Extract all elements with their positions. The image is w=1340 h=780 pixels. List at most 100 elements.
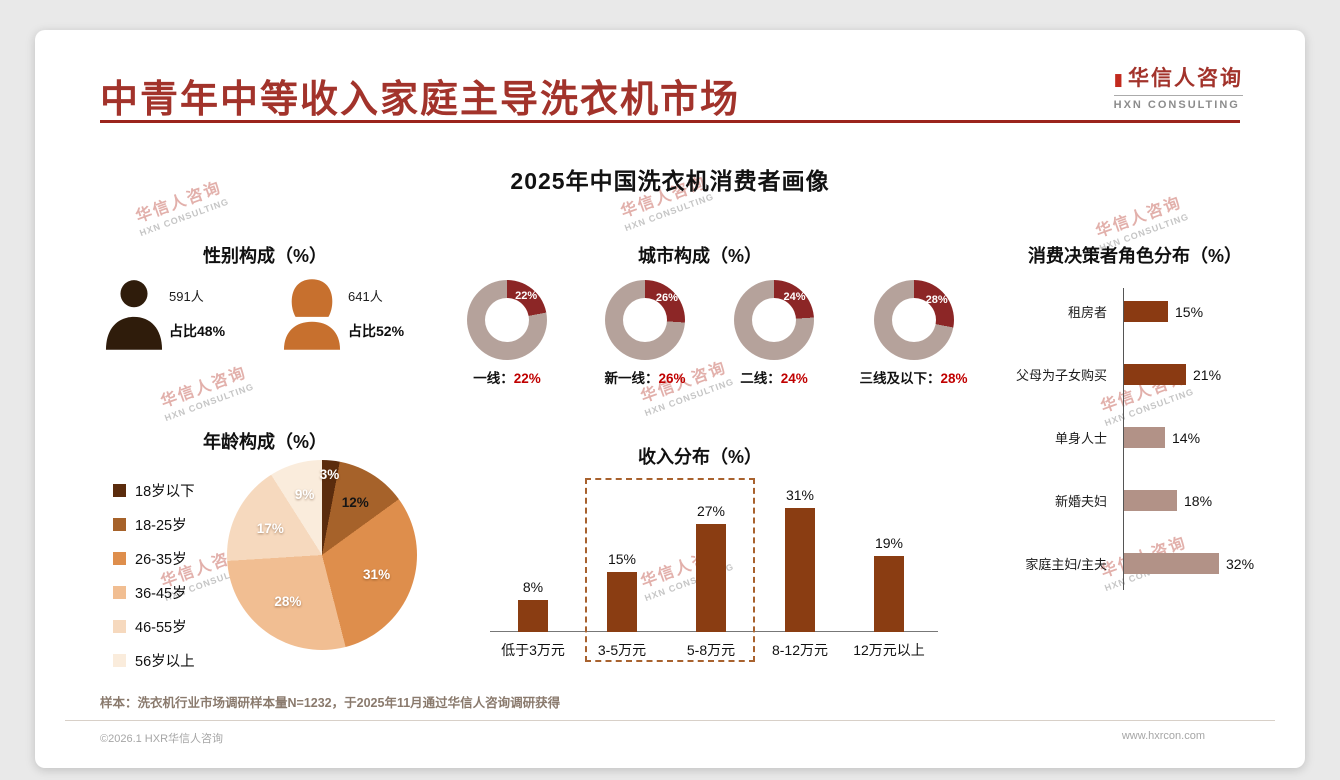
donut-caption: 一线：22% [473, 367, 541, 387]
legend-swatch [113, 484, 126, 497]
role-row: 单身人士 14% [975, 406, 1305, 469]
roles-bar-chart: 租房者 15% 父母为子女购买 21% 单身人士 14% 新婚夫妇 18% 家庭主妇/主夫 32% [975, 280, 1305, 598]
income-value-label: 19% [874, 535, 904, 551]
legend-item: 36-45岁 [113, 582, 195, 603]
legend-item: 18岁以下 [113, 480, 195, 501]
role-row: 父母为子女购买 21% [975, 343, 1305, 406]
role-row: 租房者 15% [975, 280, 1305, 343]
income-bar-group: 19% [854, 535, 924, 632]
legend-swatch [113, 654, 126, 667]
income-value-label: 15% [607, 551, 637, 567]
legend-item: 46-55岁 [113, 616, 195, 637]
slide-card: 华信人咨询 HXN CONSULTING 华信人咨询 HXN CONSULTING 华信… [35, 30, 1305, 768]
pie-slice-label: 28% [274, 593, 302, 609]
legend-swatch [113, 620, 126, 633]
income-bar-group: 15% [587, 551, 657, 632]
donut-ring: 28% [873, 280, 954, 360]
income-value-label: 8% [522, 579, 544, 595]
role-value-label: 32% [1226, 555, 1255, 572]
logo-en-text: HXN CONSULTING [1113, 95, 1243, 111]
donut-caption-value: 22% [513, 371, 541, 386]
income-category-label: 低于3万元 [501, 642, 565, 658]
age-legend: 18岁以下 18-25岁 26-35岁 36-45岁 46-55岁 56岁以上 [113, 480, 195, 684]
donut-caption-label: 三线及以下： [859, 371, 941, 386]
role-label: 新婚夫妇 [1054, 494, 1107, 509]
income-bar [696, 524, 726, 632]
role-bar [1123, 490, 1177, 511]
income-bar [785, 508, 815, 632]
legend-label: 36-45岁 [135, 586, 187, 602]
donut-hole [752, 298, 796, 342]
gender-section-title: 性别构成（%） [202, 246, 327, 266]
role-label: 家庭主妇/主夫 [1025, 557, 1107, 572]
legend-label: 26-35岁 [135, 552, 187, 568]
role-value-label: 15% [1175, 303, 1204, 320]
income-bar-group: 27% [676, 503, 746, 632]
title-divider [100, 120, 1240, 123]
income-category-label: 5-8万元 [686, 642, 736, 658]
sample-note: 样本：洗衣机行业市场调研样本量N=1232，于2025年11月通过华信人咨询调研… [100, 696, 561, 710]
donut-pct-label: 24% [783, 291, 806, 304]
donut-hole [485, 298, 529, 342]
income-bar [518, 600, 548, 632]
legend-item: 26-35岁 [113, 548, 195, 569]
female-stats: 641人 占比52% [348, 286, 404, 341]
donut-hole [891, 298, 936, 342]
male-count: 591人 [169, 289, 204, 304]
donut-caption-label: 一线： [473, 371, 514, 386]
donut-ring: 26% [605, 280, 685, 360]
role-bar [1123, 364, 1186, 385]
donut-pct-label: 22% [515, 289, 538, 302]
donut-ring: 24% [734, 280, 814, 360]
income-value-label: 27% [696, 503, 726, 519]
donut-caption: 新一线：26% [604, 367, 685, 387]
income-value-label: 31% [785, 487, 815, 503]
income-category-label: 3-5万元 [597, 642, 647, 658]
income-category-label: 12万元以上 [853, 642, 925, 658]
logo-cn-row: ▮ 华信人咨询 [1114, 62, 1243, 92]
legend-swatch [113, 586, 126, 599]
role-bar [1123, 427, 1165, 448]
income-bar-group: 8% [498, 579, 568, 632]
income-category-label: 8-12万元 [771, 642, 829, 658]
page-title: 中青年中等收入家庭主导洗衣机市场 [100, 79, 741, 121]
roles-section-title: 消费决策者角色分布（%） [1027, 246, 1242, 266]
donut-caption-label: 二线： [740, 371, 781, 386]
legend-swatch [113, 552, 126, 565]
donut-caption: 三线及以下：28% [859, 367, 967, 387]
donut-caption-value: 28% [940, 371, 968, 386]
role-label: 单身人士 [1054, 431, 1107, 446]
logo-cn-text: 华信人咨询 [1128, 67, 1243, 90]
legend-label: 18-25岁 [135, 518, 187, 534]
income-bar-group: 31% [765, 487, 835, 632]
female-share: 占比52% [348, 323, 405, 339]
role-bar [1123, 301, 1168, 322]
pie-slice-label: 17% [256, 520, 284, 536]
pie-slice-label: 31% [363, 566, 391, 582]
city-donut-row: 22% 一线：22% 26% 新一线：26% 24% 二线：24% 28% 三线及以下：28% [430, 280, 1005, 425]
male-figure [105, 278, 163, 350]
legend-label: 18岁以下 [135, 484, 195, 500]
watermark-en: HXN CONSULTING [138, 196, 231, 239]
role-value-label: 18% [1184, 492, 1213, 509]
chart-main-title: 2025年中国洗衣机消费者画像 [510, 168, 830, 194]
pie-slice-label: 3% [319, 467, 340, 483]
age-section-title: 年龄构成（%） [202, 432, 327, 452]
male-stats: 591人 占比48% [169, 286, 225, 341]
donut-hole [623, 298, 667, 342]
donut-ring: 22% [467, 280, 547, 360]
donut-caption-value: 24% [780, 371, 808, 386]
male-share: 占比48% [169, 323, 226, 339]
role-value-label: 21% [1193, 366, 1222, 383]
footer-copyright: ©2026.1 HXR华信人咨询 [100, 733, 224, 745]
city-donut-3: 24% 二线：24% [709, 280, 839, 387]
legend-item: 56岁以上 [113, 650, 195, 671]
donut-pct-label: 26% [655, 292, 678, 305]
female-figure [283, 278, 341, 350]
income-bar [607, 572, 637, 632]
age-pie-chart: 3% 12% 31% 28% 17% 9% [227, 460, 417, 650]
role-row: 家庭主妇/主夫 32% [975, 532, 1305, 595]
company-logo: ▮ 华信人咨询 HXN CONSULTING [1113, 62, 1243, 111]
role-bar [1123, 553, 1219, 574]
